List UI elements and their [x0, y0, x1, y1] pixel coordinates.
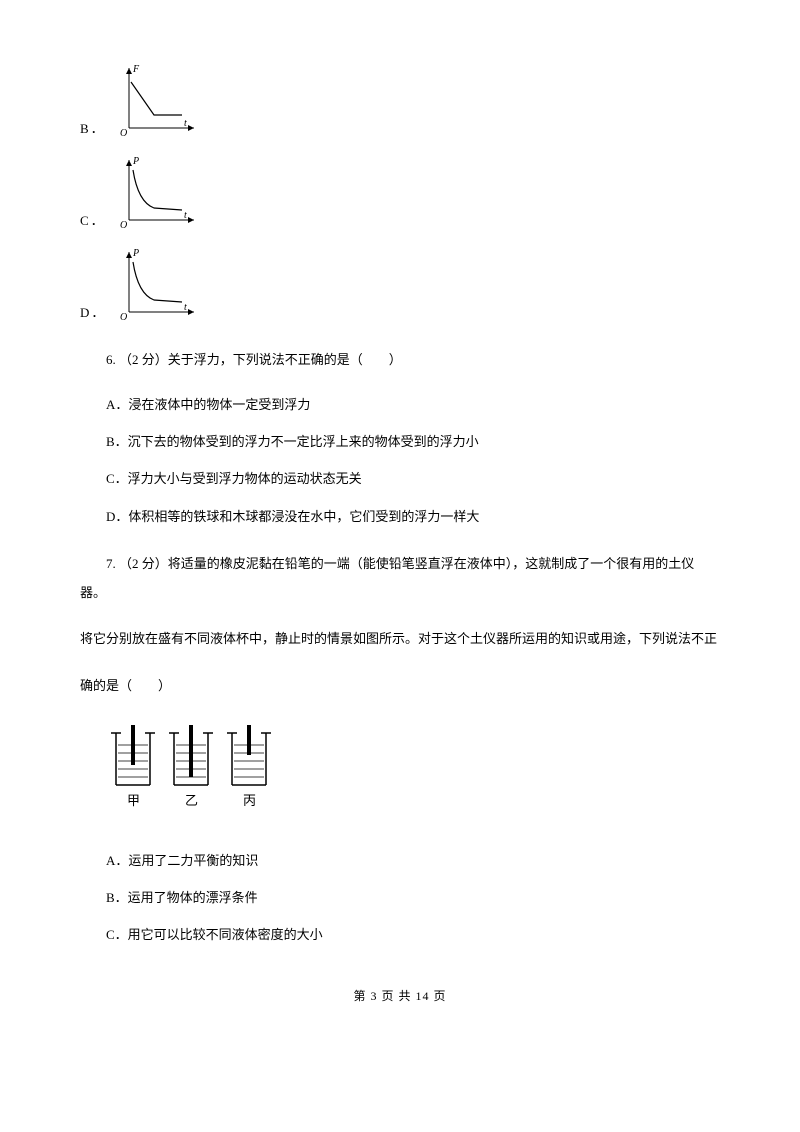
q6-option-d: D．体积相等的铁球和木球都浸没在水中，它们受到的浮力一样大: [106, 505, 720, 528]
option-c-row: C． P t O: [80, 152, 720, 232]
beaker-figure: 甲 乙 丙: [106, 725, 720, 825]
question-7-line1: 7. （2 分）将适量的橡皮泥黏在铅笔的一端（能使铅笔竖直浮在液体中），这就制成…: [80, 550, 720, 607]
q6-option-a: A．浸在液体中的物体一定受到浮力: [106, 393, 720, 416]
svg-text:t: t: [184, 302, 187, 313]
svg-text:t: t: [184, 210, 187, 221]
svg-text:P: P: [132, 156, 139, 167]
q7-option-a: A．运用了二力平衡的知识: [106, 849, 720, 872]
svg-text:O: O: [120, 220, 127, 231]
q6-option-b: B．沉下去的物体受到的浮力不一定比浮上来的物体受到的浮力小: [106, 430, 720, 453]
svg-text:F: F: [132, 64, 140, 75]
graph-d: P t O: [114, 244, 202, 324]
beaker-label-3: 丙: [243, 793, 256, 808]
q6-option-c: C．浮力大小与受到浮力物体的运动状态无关: [106, 467, 720, 490]
option-d-row: D． P t O: [80, 244, 720, 324]
option-b-label: B．: [80, 119, 106, 140]
graph-c: P t O: [114, 152, 202, 232]
svg-text:O: O: [120, 128, 127, 139]
q7-option-c: C．用它可以比较不同液体密度的大小: [106, 923, 720, 946]
option-b-row: B． F t O: [80, 60, 720, 140]
question-7-line2: 将它分别放在盛有不同液体杯中，静止时的情景如图所示。对于这个土仪器所运用的知识或…: [80, 625, 720, 654]
question-7-line3: 确的是（ ）: [80, 672, 720, 701]
graph-b: F t O: [114, 60, 202, 140]
svg-text:t: t: [184, 118, 187, 129]
option-c-label: C．: [80, 211, 106, 232]
svg-text:P: P: [132, 248, 139, 259]
page-footer: 第 3 页 共 14 页: [80, 987, 720, 1006]
svg-text:O: O: [120, 312, 127, 323]
beaker-label-1: 甲: [127, 793, 140, 808]
beaker-label-2: 乙: [185, 793, 198, 808]
question-6: 6. （2 分）关于浮力，下列说法不正确的是（ ）: [80, 346, 720, 375]
q7-option-b: B．运用了物体的漂浮条件: [106, 886, 720, 909]
option-d-label: D．: [80, 303, 106, 324]
